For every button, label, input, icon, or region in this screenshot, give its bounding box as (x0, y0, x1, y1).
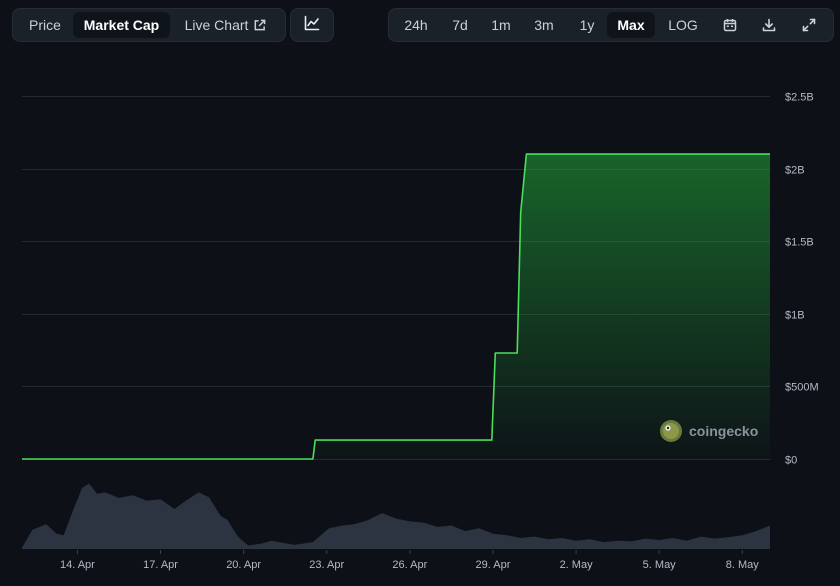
range-log[interactable]: LOG (668, 17, 698, 33)
tab-market-cap[interactable]: Market Cap (73, 12, 170, 38)
market-cap-line (22, 153, 770, 460)
x-tick-label: 17. Apr (143, 559, 178, 571)
tab-live-chart[interactable]: Live Chart (170, 12, 281, 38)
y-tick-label: $2.5B (785, 92, 814, 104)
y-axis: $0 $500M $1B $1.5B $2B $2.5B (785, 92, 819, 467)
x-tick-label: 8. May (726, 559, 760, 571)
line-chart-icon (304, 15, 320, 36)
y-tick-label: $500M (785, 382, 819, 394)
fullscreen-button[interactable] (789, 12, 829, 38)
watermark-text: coingecko (689, 423, 758, 439)
x-tick-label: 26. Apr (392, 559, 427, 571)
volume-layer (22, 483, 770, 549)
y-tick-label: $1.5B (785, 237, 814, 249)
x-tick-label: 2. May (560, 559, 594, 571)
download-button[interactable] (749, 12, 789, 38)
x-tick-label: 23. Apr (309, 559, 344, 571)
y-tick-label: $0 (785, 455, 797, 467)
market-cap-area (22, 154, 770, 459)
y-tick-label: $2B (785, 165, 805, 177)
time-range-tabs: 24h 7d 1m 3m 1y Max LOG (388, 8, 834, 42)
coingecko-logo-icon (660, 420, 682, 442)
volume-area (22, 483, 770, 549)
range-24h[interactable]: 24h (404, 17, 428, 33)
range-3m[interactable]: 3m (534, 17, 554, 33)
x-tick-label: 5. May (643, 559, 677, 571)
y-tick-label: $1B (785, 310, 805, 322)
external-link-icon (253, 19, 266, 32)
tab-live-chart-label: Live Chart (184, 17, 249, 33)
range-1y[interactable]: 1y (579, 17, 595, 33)
x-tick-label: 20. Apr (226, 559, 261, 571)
range-7d[interactable]: 7d (452, 17, 468, 33)
x-axis: 14. Apr 17. Apr 20. Apr 23. Apr 26. Apr 29. A… (60, 550, 759, 571)
market-cap-series (22, 153, 770, 460)
x-tick-label: 14. Apr (60, 559, 95, 571)
chart-toolbar: Price Market Cap Live Chart 24h 7d 1m 3m… (0, 8, 840, 42)
calendar-button[interactable] (711, 12, 749, 38)
download-icon (762, 18, 776, 32)
range-1m[interactable]: 1m (491, 17, 511, 33)
calendar-icon (723, 18, 737, 32)
fullscreen-icon (802, 18, 816, 32)
coingecko-watermark: coingecko (660, 420, 758, 442)
tab-price[interactable]: Price (29, 17, 61, 33)
chart-mode-tabs: Price Market Cap Live Chart (12, 8, 286, 42)
chart-type-button[interactable] (290, 8, 334, 42)
range-max[interactable]: Max (607, 12, 655, 38)
x-tick-label: 29. Apr (476, 559, 511, 571)
